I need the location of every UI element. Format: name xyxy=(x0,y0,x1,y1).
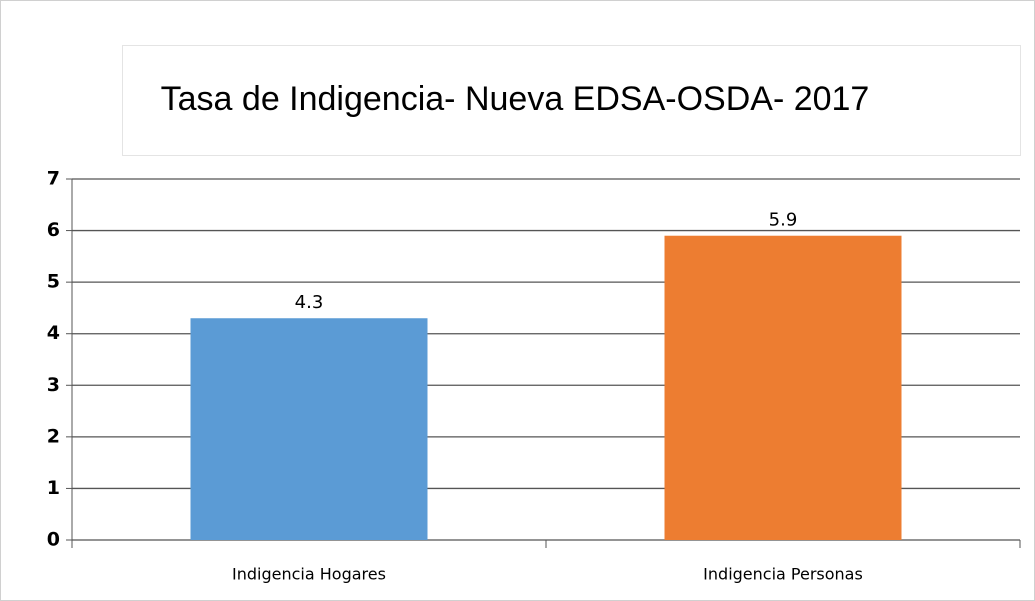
y-tick-label: 5 xyxy=(47,271,60,293)
title-box xyxy=(122,45,1021,156)
value-label: 5.9 xyxy=(769,210,798,231)
value-label: 4.3 xyxy=(295,292,324,313)
x-tick-label: Indigencia Hogares xyxy=(232,565,386,584)
bar xyxy=(190,318,428,540)
chart-title: Tasa de Indigencia- Nueva EDSA-OSDA- 201… xyxy=(161,80,870,118)
y-tick-label: 7 xyxy=(47,168,60,190)
y-tick-label: 1 xyxy=(47,477,60,499)
y-tick-label: 3 xyxy=(47,374,60,396)
y-tick-label: 6 xyxy=(47,219,60,241)
bar xyxy=(664,235,902,540)
y-tick-label: 0 xyxy=(47,529,60,551)
y-tick-label: 2 xyxy=(47,425,60,447)
x-tick-label: Indigencia Personas xyxy=(703,565,863,584)
y-tick-label: 4 xyxy=(47,322,60,344)
